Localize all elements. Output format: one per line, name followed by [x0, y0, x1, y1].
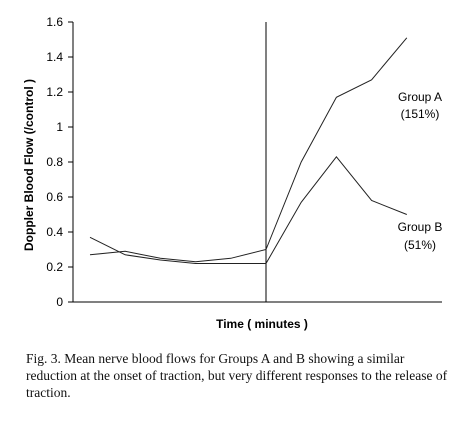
y-tick-label-5: 1	[56, 120, 63, 134]
y-tick-label-1: 0.2	[46, 260, 63, 274]
x-axis-title: Time ( minutes )	[216, 317, 308, 331]
y-tick-label-6: 1.2	[46, 85, 63, 99]
group-b-label: Group B	[398, 220, 443, 234]
y-tick-label-4: 0.8	[46, 155, 63, 169]
chart: 0 0.2 0.4 0.6 0.8 1 1.2 1.4 1.6 Group A (151%) G…	[22, 15, 443, 331]
series-annotations: Group A (151%) Group B (51%)	[398, 90, 443, 252]
group-b-percent: (51%)	[404, 238, 436, 252]
series-line-group-b	[89, 155, 407, 264]
y-tick-label-0: 0	[56, 295, 63, 309]
y-tick-label-8: 1.6	[46, 15, 63, 29]
group-a-label: Group A	[398, 90, 442, 104]
series-layer	[89, 37, 408, 264]
y-tick-label-2: 0.4	[46, 225, 63, 239]
y-axis-title: Doppler Blood Flow (/control )	[22, 79, 36, 251]
y-tick-label-7: 1.4	[46, 50, 63, 64]
figure-caption: Fig. 3. Mean nerve blood flows for Group…	[26, 351, 448, 400]
series-line-group-a	[89, 37, 408, 263]
y-tick-label-3: 0.6	[46, 190, 63, 204]
group-a-percent: (151%)	[401, 107, 440, 121]
y-axis: 0 0.2 0.4 0.6 0.8 1 1.2 1.4 1.6	[46, 15, 74, 309]
